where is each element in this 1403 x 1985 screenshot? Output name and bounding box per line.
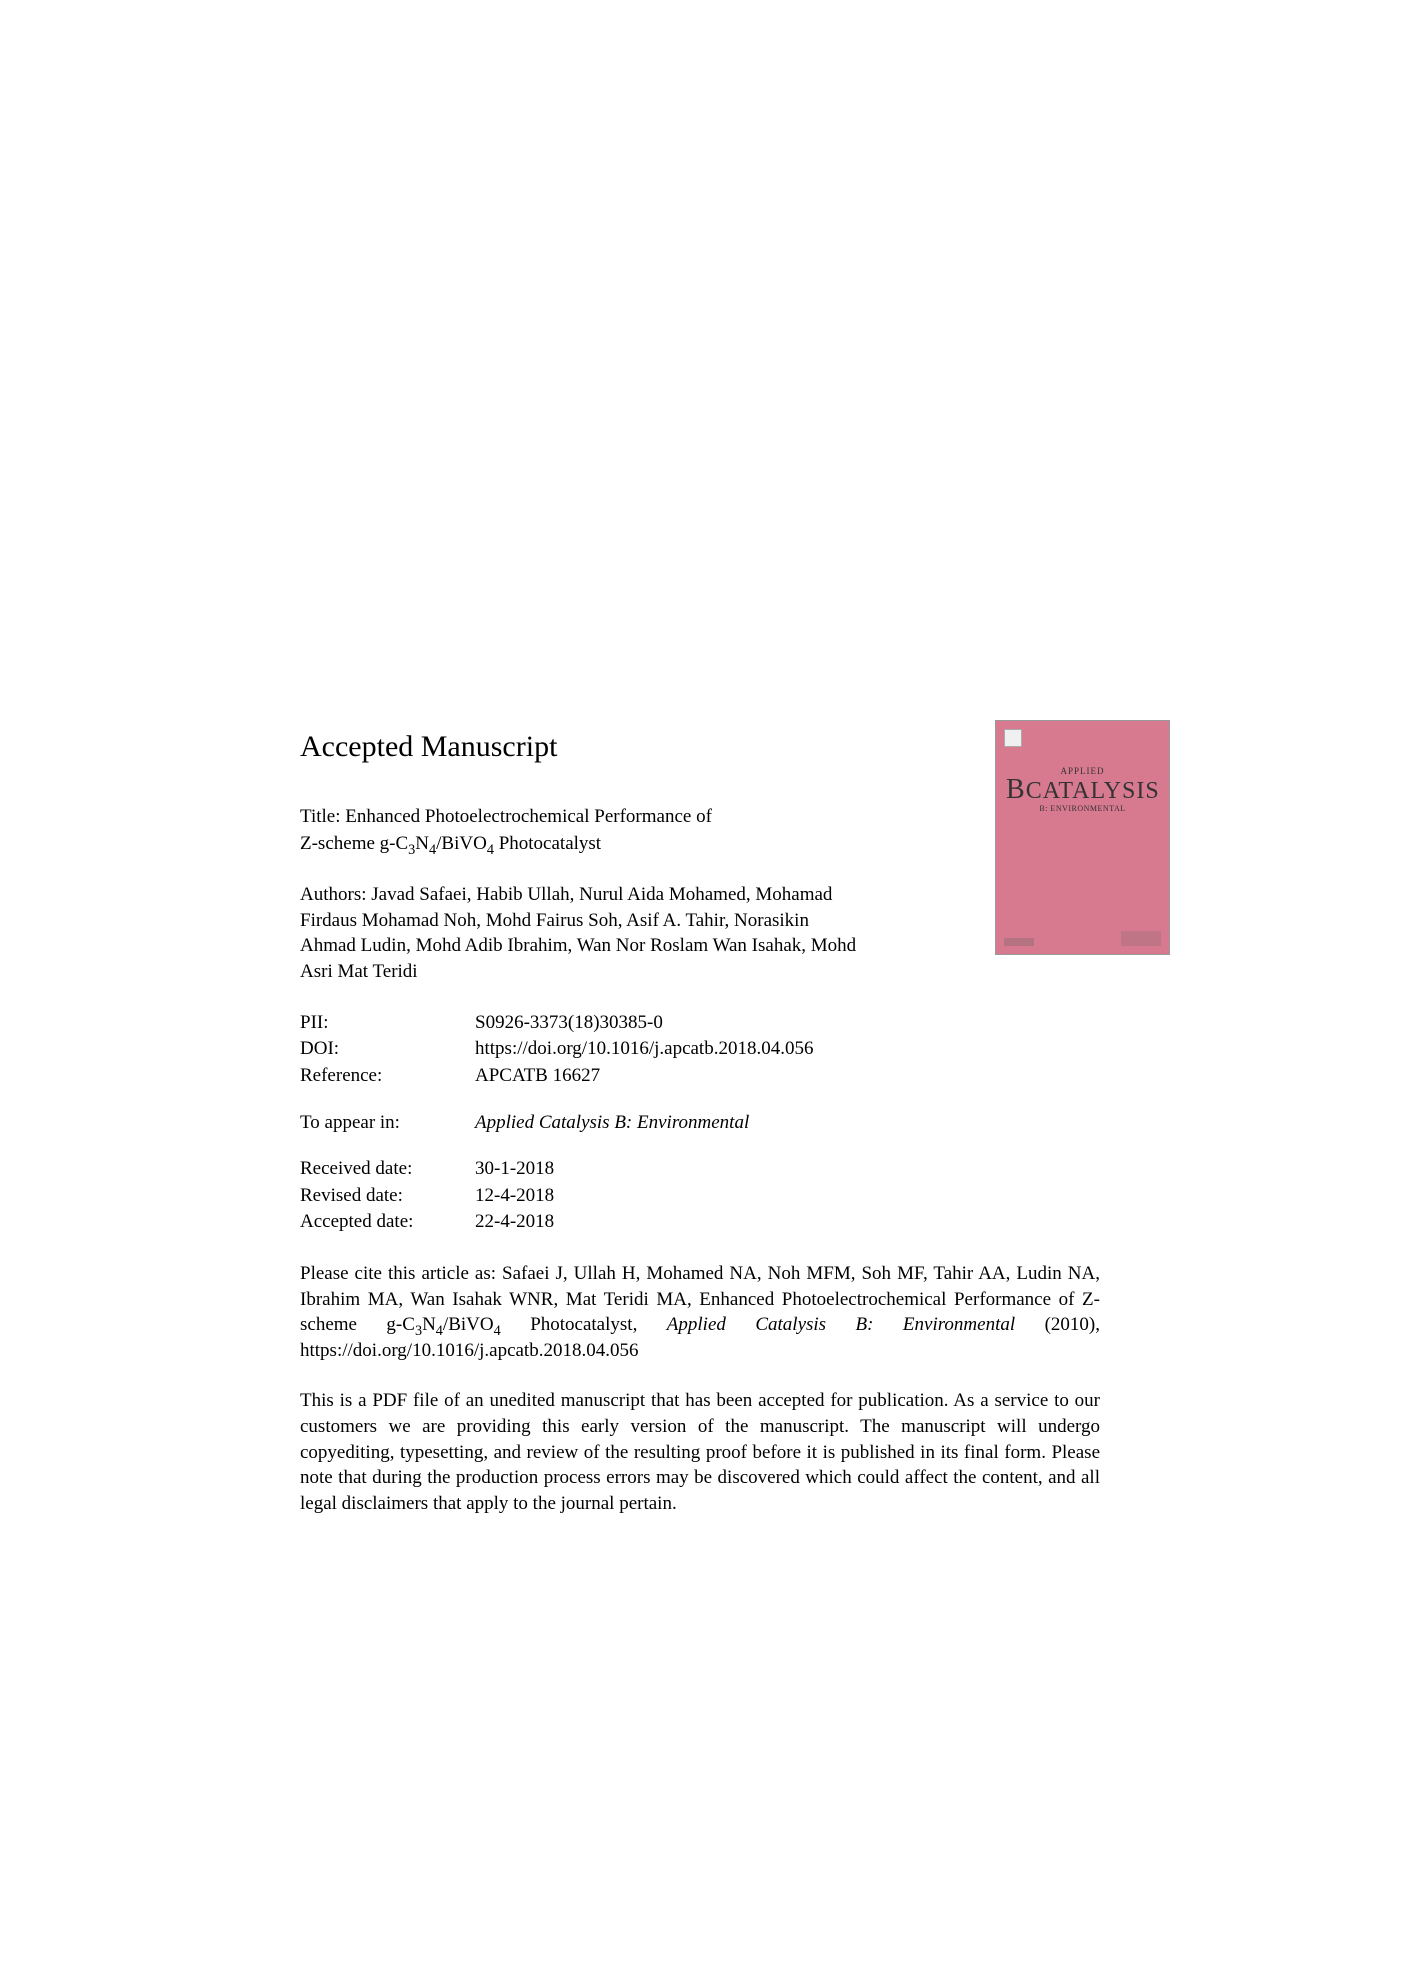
reference-label: Reference: (300, 1063, 475, 1090)
citation-mid1: N (422, 1314, 436, 1335)
accepted-row: Accepted date: 22-4-2018 (300, 1209, 1100, 1236)
citation-mid2: /BiVO (443, 1314, 494, 1335)
dates-table: Received date: 30-1-2018 Revised date: 1… (300, 1156, 1100, 1236)
doi-value[interactable]: https://doi.org/10.1016/j.apcatb.2018.04… (475, 1036, 1100, 1063)
revised-row: Revised date: 12-4-2018 (300, 1183, 1100, 1210)
cover-footer-right-icon (1121, 931, 1161, 946)
citation-sub3: 4 (494, 1323, 501, 1339)
cover-footer (1004, 931, 1161, 946)
reference-value: APCATB 16627 (475, 1063, 1100, 1090)
revised-value: 12-4-2018 (475, 1183, 1100, 1210)
doi-row: DOI: https://doi.org/10.1016/j.apcatb.20… (300, 1036, 1100, 1063)
accepted-value: 22-4-2018 (475, 1209, 1100, 1236)
title-label: Title: (300, 806, 341, 827)
metadata-table: PII: S0926-3373(18)30385-0 DOI: https://… (300, 1010, 1100, 1090)
title-block: Title: Enhanced Photoelectrochemical Per… (300, 804, 780, 857)
publisher-logo-icon (1004, 729, 1022, 747)
authors-label: Authors: (300, 884, 367, 905)
citation-journal: Applied Catalysis B: Environmental (667, 1314, 1015, 1335)
title-mid: N (415, 833, 429, 854)
authors-list: Javad Safaei, Habib Ullah, Nurul Aida Mo… (300, 884, 856, 982)
page-content: APPLIED BCATALYSIS B: ENVIRONMENTAL Acce… (300, 730, 1100, 1517)
citation-sub1: 3 (415, 1323, 422, 1339)
received-row: Received date: 30-1-2018 (300, 1156, 1100, 1183)
cover-subtitle-text: B: ENVIRONMENTAL (1006, 804, 1159, 813)
cover-applied-text: APPLIED (1006, 766, 1159, 776)
citation-year: (2010), (1015, 1314, 1100, 1335)
citation-sub2: 4 (436, 1323, 443, 1339)
revised-label: Revised date: (300, 1183, 475, 1210)
title-line2-pre: Z-scheme g-C (300, 833, 408, 854)
appear-row: To appear in: Applied Catalysis B: Envir… (300, 1110, 1100, 1137)
citation-mid3: Photocatalyst, (501, 1314, 667, 1335)
citation-link[interactable]: https://doi.org/10.1016/j.apcatb.2018.04… (300, 1340, 638, 1361)
pii-value: S0926-3373(18)30385-0 (475, 1010, 1100, 1037)
received-value: 30-1-2018 (475, 1156, 1100, 1183)
appear-label: To appear in: (300, 1110, 475, 1137)
cover-title: APPLIED BCATALYSIS B: ENVIRONMENTAL (1006, 766, 1159, 813)
reference-row: Reference: APCATB 16627 (300, 1063, 1100, 1090)
disclaimer-block: This is a PDF file of an unedited manusc… (300, 1388, 1100, 1516)
cover-footer-left-icon (1004, 938, 1034, 946)
cover-catalysis-text: BCATALYSIS (1006, 778, 1160, 804)
doi-label: DOI: (300, 1036, 475, 1063)
authors-block: Authors: Javad Safaei, Habib Ullah, Nuru… (300, 882, 860, 985)
citation-block: Please cite this article as: Safaei J, U… (300, 1261, 1100, 1364)
received-label: Received date: (300, 1156, 475, 1183)
accepted-label: Accepted date: (300, 1209, 475, 1236)
pii-label: PII: (300, 1010, 475, 1037)
journal-cover-thumbnail: APPLIED BCATALYSIS B: ENVIRONMENTAL (995, 720, 1170, 955)
accepted-manuscript-heading: Accepted Manuscript (300, 730, 1100, 764)
pii-row: PII: S0926-3373(18)30385-0 (300, 1010, 1100, 1037)
appear-value: Applied Catalysis B: Environmental (475, 1110, 1100, 1137)
title-mid2: /BiVO (436, 833, 487, 854)
title-end: Photocatalyst (494, 833, 601, 854)
title-sub3: 4 (487, 841, 494, 857)
title-line1: Enhanced Photoelectrochemical Performanc… (345, 806, 712, 827)
